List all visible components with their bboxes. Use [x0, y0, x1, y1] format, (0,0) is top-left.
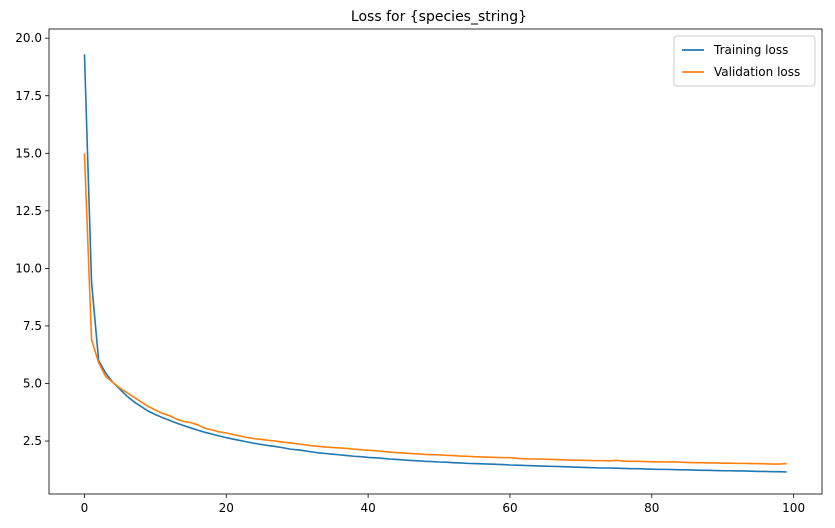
- x-tick-label: 40: [360, 501, 375, 515]
- y-tick-label: 5.0: [23, 377, 42, 391]
- y-tick-label: 10.0: [15, 261, 42, 275]
- x-tick-label: 80: [644, 501, 659, 515]
- y-axis: 2.5 5.0 7.5 10.0 12.5 15.0 17.5 20.0: [15, 31, 49, 448]
- x-tick-label: 0: [81, 501, 89, 515]
- y-tick-label: 17.5: [15, 89, 42, 103]
- x-axis: 0 20 40 60 80 100: [81, 494, 805, 515]
- y-tick-label: 15.0: [15, 146, 42, 160]
- legend-label-1: Training loss: [713, 43, 788, 57]
- y-tick-label: 2.5: [23, 434, 42, 448]
- y-tick-label: 20.0: [15, 31, 42, 45]
- y-tick-label: 12.5: [15, 204, 42, 218]
- x-tick-label: 20: [219, 501, 234, 515]
- legend-label-2: Validation loss: [714, 65, 800, 79]
- plot-area: [48, 28, 823, 495]
- plot-frame: [48, 28, 823, 495]
- chart-title: Loss for {species_string}: [351, 9, 527, 25]
- x-tick-label: 60: [502, 501, 517, 515]
- legend: Training loss Validation loss: [673, 35, 816, 87]
- y-tick-label: 7.5: [23, 319, 42, 333]
- series-line-1: [83, 54, 787, 473]
- series-line-2: [83, 153, 787, 465]
- x-tick-label: 100: [782, 501, 805, 515]
- legend-box: [673, 35, 816, 87]
